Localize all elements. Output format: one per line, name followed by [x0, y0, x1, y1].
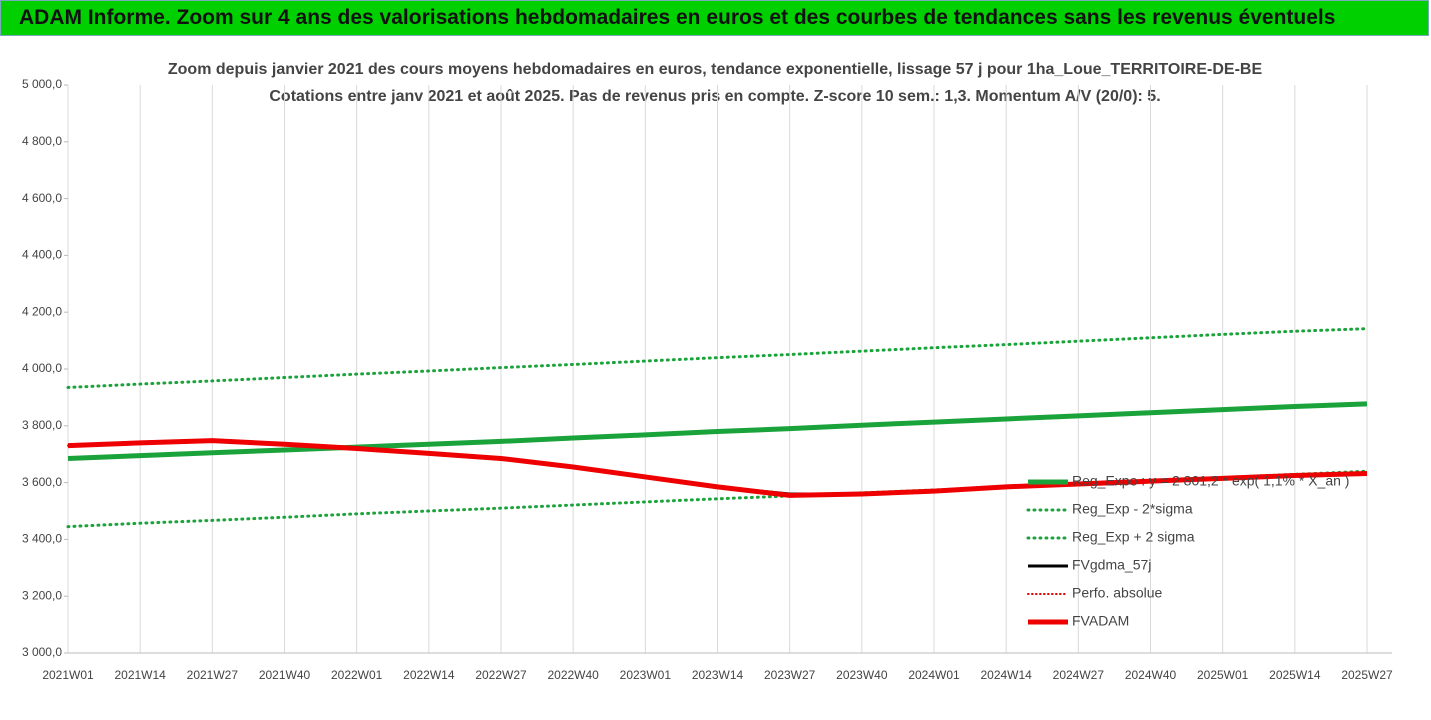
header-title: ADAM Informe. Zoom sur 4 ans des valoris… [0, 0, 1429, 36]
series-line [67, 401, 1368, 461]
y-tick-label: 4 800,0 [22, 134, 62, 148]
x-tick-label: 2024W14 [980, 668, 1032, 682]
x-tick-label: 2024W27 [1053, 668, 1105, 682]
x-tick-label: 2023W01 [620, 668, 672, 682]
y-tick-label: 5 000,0 [22, 77, 62, 91]
x-tick-label: 2025W01 [1197, 668, 1249, 682]
y-tick-label: 3 800,0 [22, 418, 62, 432]
x-tick-label: 2022W01 [331, 668, 383, 682]
x-tick-label: 2023W27 [764, 668, 816, 682]
x-tick-label: 2021W01 [42, 668, 94, 682]
x-tick-label: 2021W14 [114, 668, 166, 682]
legend-label: Reg_Exp + 2 sigma [1072, 529, 1195, 545]
series-line [66, 327, 1369, 389]
y-tick-label: 4 000,0 [22, 361, 62, 375]
chart-title: Zoom depuis janvier 2021 des cours moyen… [168, 61, 1263, 78]
legend-label: Reg_Exp - 2*sigma [1072, 501, 1193, 517]
x-tick-label: 2025W27 [1341, 668, 1393, 682]
legend-label: FVgdma_57j [1072, 557, 1151, 573]
x-tick-label: 2022W27 [475, 668, 527, 682]
x-tick-label: 2021W40 [259, 668, 311, 682]
x-tick-label: 2021W27 [187, 668, 239, 682]
x-tick-label: 2023W14 [692, 668, 744, 682]
chart: Zoom depuis janvier 2021 des cours moyen… [22, 61, 1393, 682]
y-tick-label: 3 000,0 [22, 645, 62, 659]
x-tick-label: 2024W40 [1125, 668, 1177, 682]
y-tick-label: 4 600,0 [22, 191, 62, 205]
x-tick-label: 2024W01 [908, 668, 960, 682]
y-tick-label: 4 400,0 [22, 248, 62, 262]
y-tick-label: 4 200,0 [22, 304, 62, 318]
x-tick-label: 2023W40 [836, 668, 888, 682]
legend-label: Perfo. absolue [1072, 585, 1162, 601]
y-tick-label: 3 200,0 [22, 588, 62, 602]
x-tick-label: 2022W40 [547, 668, 599, 682]
x-tick-label: 2022W14 [403, 668, 455, 682]
chart-subtitle: Cotations entre janv 2021 et août 2025. … [269, 88, 1160, 105]
y-tick-label: 3 600,0 [22, 475, 62, 489]
x-tick-label: 2025W14 [1269, 668, 1321, 682]
legend-label: FVADAM [1072, 613, 1129, 629]
y-tick-label: 3 400,0 [22, 532, 62, 546]
legend-label: Reg_Expo : y = 2 801,2 * exp( 1,1% * X_a… [1072, 473, 1349, 489]
series-line [66, 469, 1369, 529]
series-line [67, 438, 1368, 498]
